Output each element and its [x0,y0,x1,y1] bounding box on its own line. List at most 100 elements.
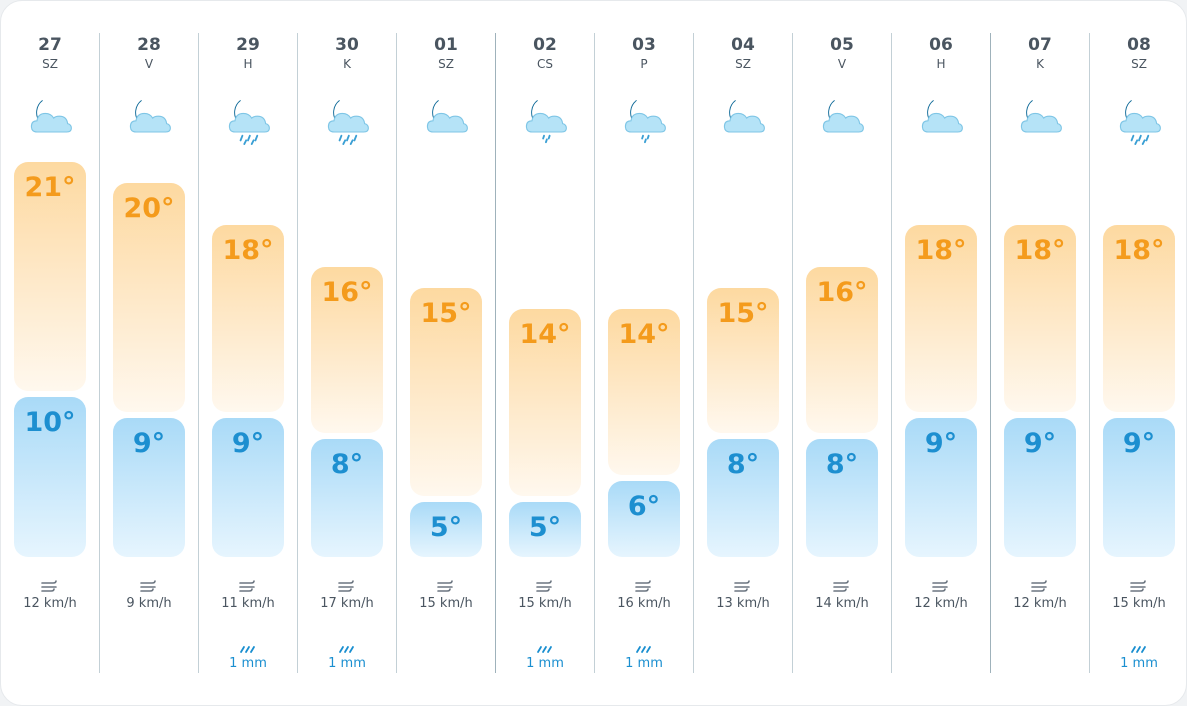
day-column[interactable]: 06 H 18° 9° 12 km/h [891,33,990,673]
day-of-week: CS [537,57,553,71]
high-temp-bar: 18° [212,225,284,412]
wind-speed: 12 km/h [914,596,968,611]
day-date: 30 [335,35,359,55]
rain-icon [139,639,159,649]
day-of-week: V [144,57,154,71]
low-temp-bar: 8° [311,439,383,557]
moon-cloud-icon [816,91,868,147]
high-temp: 21° [24,172,76,203]
wind-icon [734,578,752,592]
rain-icon [1030,639,1050,649]
day-column[interactable]: 02 CS 14° 5° 15 km/h 1 mm [495,33,594,673]
high-temp-bar: 18° [1103,225,1175,412]
moon-cloud-icon [915,91,967,147]
low-temp: 6° [627,491,661,522]
day-of-week: K [1036,57,1044,71]
day-of-week: P [640,57,648,71]
wind-icon [932,578,950,592]
high-temp-bar: 15° [410,288,482,496]
low-temp-bar: 5° [410,502,482,557]
high-temp-bar: 21° [14,162,86,391]
rain-icon [1129,639,1149,653]
day-column[interactable]: 30 K 16° 8° 17 km/h 1 mm [297,33,396,673]
wind-speed: 17 km/h [320,596,374,611]
wind-icon [635,578,653,592]
rain-icon [733,639,753,649]
day-date: 06 [929,35,953,55]
low-temp: 9° [1023,428,1057,459]
moon-cloud-rain-icon [1113,91,1165,147]
day-date: 04 [731,35,755,55]
day-of-week: V [837,57,847,71]
low-temp: 9° [132,428,166,459]
low-temp-bar: 8° [707,439,779,557]
day-of-week: SZ [1131,57,1147,71]
moon-cloud-drizzle-icon [618,91,670,147]
precipitation: 1 mm [625,656,663,671]
wind-icon [140,578,158,592]
high-temp-bar: 14° [608,309,680,475]
wind-icon [833,578,851,592]
day-of-week: H [243,57,253,71]
day-date: 02 [533,35,557,55]
high-temp: 14° [519,319,571,350]
high-temp: 18° [222,235,274,266]
low-temp-bar: 8° [806,439,878,557]
high-temp: 20° [123,193,175,224]
high-temp-bar: 18° [905,225,977,412]
wind-speed: 12 km/h [23,596,77,611]
day-of-week: H [936,57,946,71]
low-temp: 9° [231,428,265,459]
day-date: 05 [830,35,854,55]
low-temp-bar: 5° [509,502,581,557]
low-temp: 9° [1122,428,1156,459]
day-column[interactable]: 05 V 16° 8° 14 km/h [792,33,891,673]
day-column[interactable]: 01 SZ 15° 5° 15 km/h [396,33,495,673]
high-temp-bar: 16° [806,267,878,433]
wind-icon [239,578,257,592]
wind-speed: 15 km/h [419,596,473,611]
rain-icon [931,639,951,649]
low-temp: 10° [24,407,76,438]
day-of-week: SZ [735,57,751,71]
day-column[interactable]: 28 V 20° 9° 9 km/h [99,33,198,673]
low-temp: 8° [330,449,364,480]
day-of-week: SZ [42,57,58,71]
day-date: 08 [1127,35,1151,55]
rain-icon [238,639,258,653]
high-temp: 18° [1113,235,1165,266]
high-temp: 16° [321,277,373,308]
day-column[interactable]: 03 P 14° 6° 16 km/h 1 mm [594,33,693,673]
rain-icon [535,639,555,653]
high-temp-bar: 18° [1004,225,1076,412]
low-temp: 8° [825,449,859,480]
wind-icon [1031,578,1049,592]
day-column[interactable]: 27 SZ 21° 10° 12 km/h [1,33,99,673]
wind-icon [437,578,455,592]
high-temp: 15° [717,298,769,329]
low-temp-bar: 9° [905,418,977,557]
moon-cloud-icon [717,91,769,147]
wind-speed: 9 km/h [126,596,172,611]
day-column[interactable]: 29 H 18° 9° 11 km/h 1 mm [198,33,297,673]
day-column[interactable]: 08 SZ 18° 9° 15 km/h 1 mm [1089,33,1186,673]
high-temp-bar: 16° [311,267,383,433]
day-column[interactable]: 04 SZ 15° 8° 13 km/h [693,33,792,673]
high-temp-bar: 15° [707,288,779,433]
low-temp-bar: 9° [212,418,284,557]
high-temp: 15° [420,298,472,329]
wind-speed: 15 km/h [518,596,572,611]
moon-cloud-icon [420,91,472,147]
high-temp-bar: 20° [113,183,185,412]
high-temp-bar: 14° [509,309,581,496]
high-temp: 14° [618,319,670,350]
day-column[interactable]: 07 K 18° 9° 12 km/h [990,33,1089,673]
day-date: 27 [38,35,62,55]
moon-cloud-icon [24,91,76,147]
rain-icon [436,639,456,649]
moon-cloud-drizzle-icon [519,91,571,147]
low-temp: 8° [726,449,760,480]
moon-cloud-rain-icon [222,91,274,147]
moon-cloud-rain-icon [321,91,373,147]
